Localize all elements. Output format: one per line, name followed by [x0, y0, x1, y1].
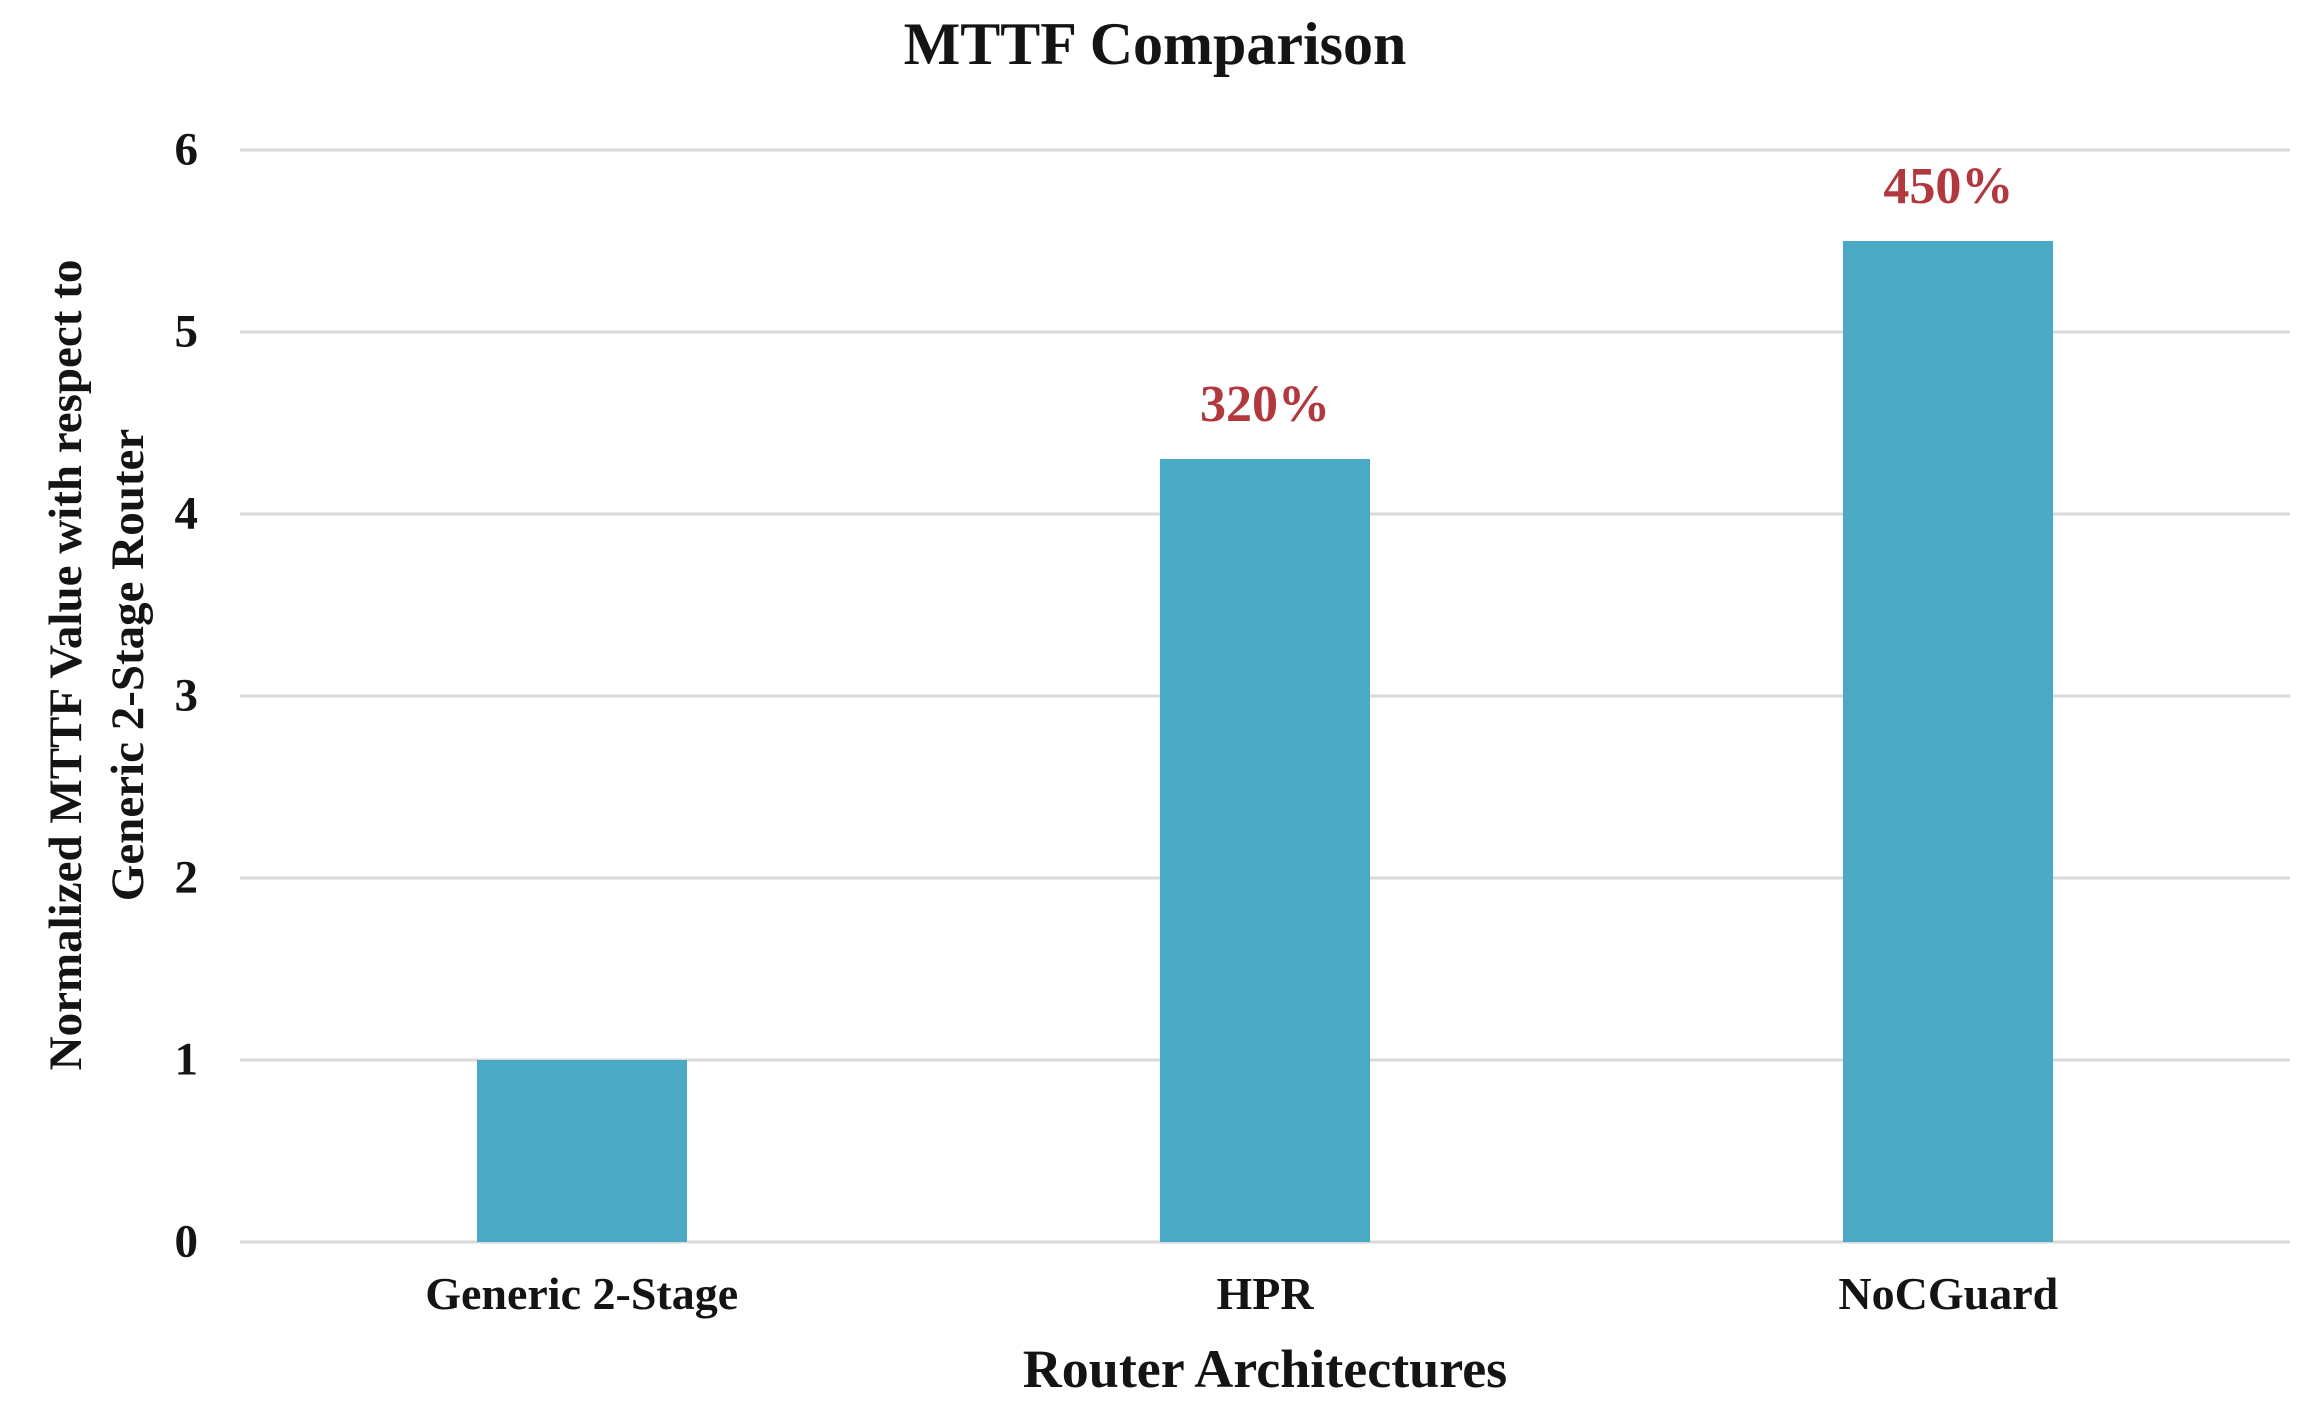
bars-layer: 320% 450%	[240, 150, 2290, 1242]
y-tick-label-1: 1	[174, 1033, 199, 1086]
y-tick-label-6: 6	[174, 123, 199, 176]
bar-hpr	[1159, 459, 1370, 1242]
x-tick-labels: Generic 2-Stage HPR NoCGuard	[240, 1268, 2290, 1320]
y-tick-label-5: 5	[174, 305, 199, 358]
bar-slot-generic-2-stage	[240, 150, 923, 1242]
value-label-nocguard: 450%	[1883, 158, 2014, 215]
y-tick-label-4: 4	[174, 487, 199, 540]
bar-generic-2-stage	[476, 1060, 687, 1242]
y-tick-labels: 0 1 2 3 4 5 6	[0, 126, 199, 1265]
chart-title: MTTF Comparison	[903, 11, 1407, 77]
bar-nocguard	[1843, 241, 2054, 1242]
gridline-6	[240, 148, 2290, 152]
bar-slot-hpr: 320%	[923, 150, 1606, 1242]
gridline-5	[240, 330, 2290, 334]
x-axis-title: Router Architectures	[1022, 1339, 1508, 1399]
x-tick-label-hpr: HPR	[1216, 1268, 1314, 1319]
bar-slot-nocguard: 450%	[1607, 150, 2290, 1242]
y-tick-label-0: 0	[174, 1215, 199, 1268]
y-tick-label-3: 3	[174, 669, 199, 722]
gridline-0	[240, 1240, 2290, 1244]
plot-area: 320% 450%	[240, 148, 2290, 1244]
value-label-hpr: 320%	[1199, 376, 1330, 434]
x-tick-label-generic-2-stage: Generic 2-Stage	[425, 1268, 739, 1319]
y-tick-label-2: 2	[174, 851, 199, 904]
x-tick-label-nocguard: NoCGuard	[1838, 1268, 2059, 1319]
